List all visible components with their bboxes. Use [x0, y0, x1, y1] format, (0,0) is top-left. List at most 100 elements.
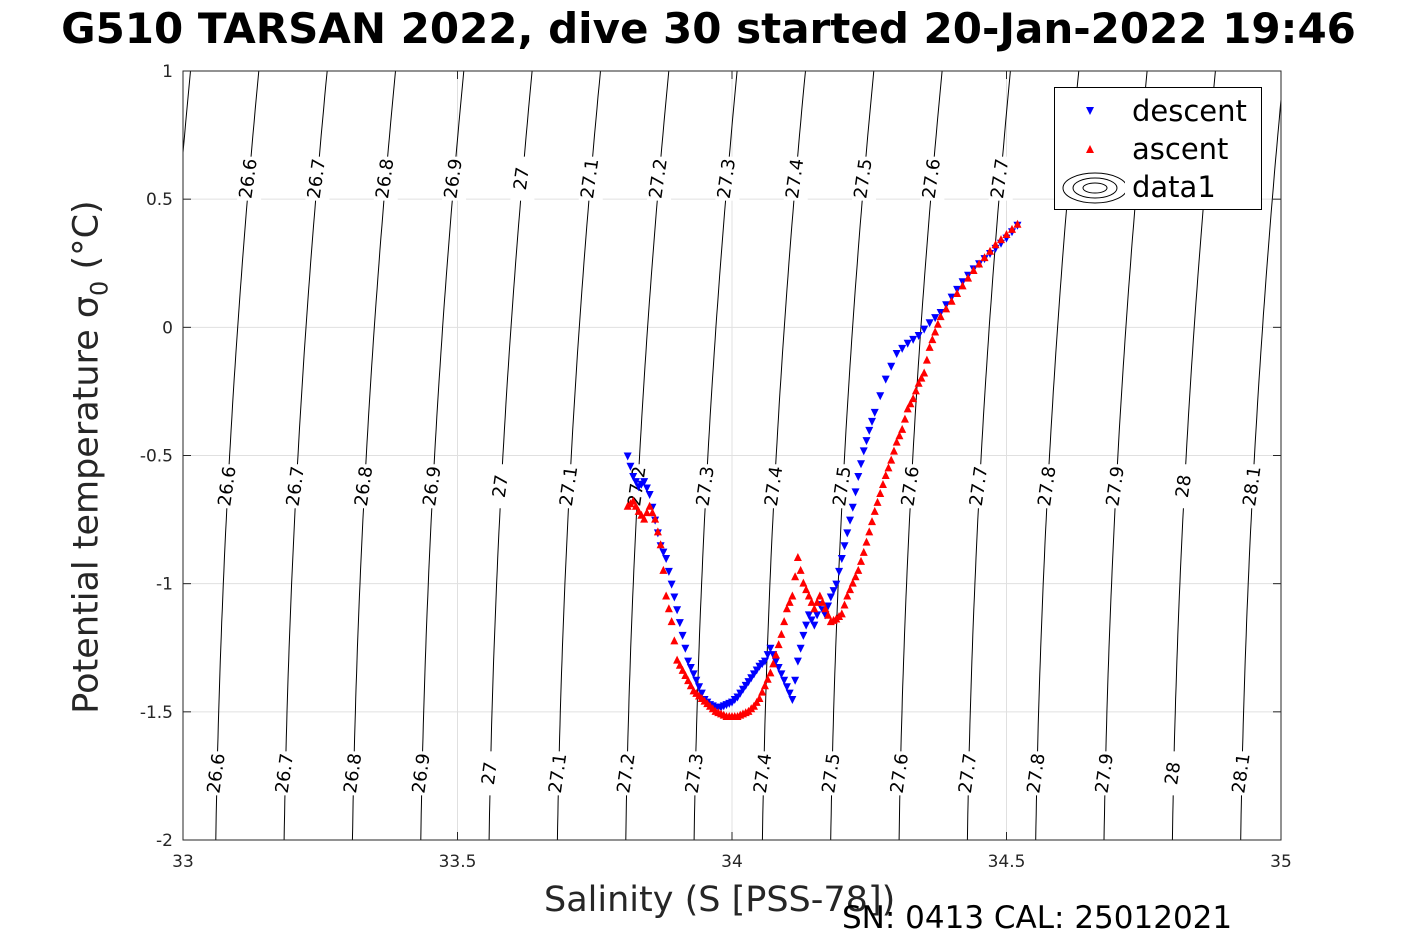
- ascent-marker: [914, 378, 923, 387]
- x-tick-label: 34.5: [988, 852, 1026, 872]
- ascent-marker: [1013, 219, 1022, 228]
- y-tick-label: -0.5: [140, 447, 173, 467]
- contour-label-bg: [820, 751, 845, 796]
- ascent-marker-interp: [857, 556, 866, 565]
- ascent-marker-interp: [802, 585, 811, 594]
- descent-marker: [766, 644, 775, 653]
- contour-label-bg: [1161, 751, 1186, 796]
- contour-label-bg: [305, 156, 330, 201]
- ascent-marker: [799, 578, 808, 587]
- ascent-marker: [887, 455, 896, 464]
- ascent-marker: [898, 424, 907, 433]
- ascent-marker: [909, 394, 918, 403]
- ascent-marker: [903, 404, 912, 413]
- contour-label-bg: [647, 156, 672, 201]
- ascent-marker: [651, 514, 660, 523]
- descent-marker-interp: [642, 484, 651, 493]
- ascent-marker-interp: [873, 497, 882, 506]
- contour-label-bg: [694, 464, 719, 509]
- descent-marker-interp: [670, 593, 679, 602]
- descent-marker: [925, 319, 934, 328]
- ascent-marker-interp: [758, 687, 767, 696]
- ascent-marker-interp: [659, 565, 668, 574]
- ascent-marker-interp: [769, 659, 778, 668]
- ascent-marker: [931, 327, 940, 336]
- x-tick-label: 35: [1270, 852, 1292, 872]
- ascent-marker: [766, 668, 775, 677]
- ascent-marker: [793, 553, 802, 562]
- contour-label: 27: [478, 761, 502, 787]
- descent-marker-interp: [697, 689, 706, 698]
- legend-ascent-marker: [1086, 145, 1094, 153]
- descent-marker: [645, 490, 654, 499]
- y-tick-label: 0.5: [146, 190, 173, 210]
- ascent-marker-interp: [851, 572, 860, 581]
- contour-label-bg: [852, 156, 877, 201]
- ascent-marker: [634, 506, 643, 515]
- descent-marker: [793, 657, 802, 666]
- legend-entry-ascent: ascent: [1055, 130, 1261, 168]
- contour-legend-icon: [1062, 172, 1125, 204]
- ascent-marker: [865, 527, 874, 536]
- ascent-marker: [859, 547, 868, 556]
- descent-marker: [826, 593, 835, 602]
- descent-marker-interp: [857, 460, 866, 469]
- descent-marker: [684, 657, 693, 666]
- contour-label: 27: [489, 473, 513, 499]
- contour-label-bg: [751, 751, 776, 796]
- descent-marker: [914, 332, 923, 341]
- descent-marker: [881, 375, 890, 384]
- descent-marker: [859, 447, 868, 456]
- ascent-marker: [936, 312, 945, 321]
- ascent-marker: [788, 591, 797, 600]
- descent-marker-interp: [813, 611, 822, 620]
- descent-marker-interp: [802, 621, 811, 630]
- descent-marker-interp: [659, 548, 668, 557]
- ascent-series: [623, 219, 1022, 720]
- ascent-marker-interp: [922, 355, 931, 364]
- descent-marker-interp: [774, 663, 783, 672]
- contour-label-bg: [478, 751, 503, 796]
- ascent-marker: [876, 488, 885, 497]
- ascent-marker: [645, 501, 654, 510]
- legend-label-descent: descent: [1132, 94, 1247, 128]
- contour-label-bg: [578, 156, 603, 201]
- y-tick-label: -1.5: [140, 703, 173, 723]
- descent-marker-interp: [664, 567, 673, 576]
- ascent-marker: [689, 686, 698, 695]
- ascent-marker-interp: [791, 572, 800, 581]
- contour-label-bg: [489, 464, 514, 509]
- ascent-marker: [892, 437, 901, 446]
- contour-label-bg: [341, 751, 366, 796]
- descent-marker: [777, 670, 786, 679]
- axis-ticks: 33 33.5 34 34.5 35 1 0.5 0 -0.5 -1 -1.5 -2: [140, 62, 1292, 872]
- ascent-marker: [920, 368, 929, 377]
- contour-label-bg: [215, 464, 240, 509]
- contour-label-bg: [762, 464, 787, 509]
- descent-marker: [678, 631, 687, 640]
- descent-marker-interp: [791, 676, 800, 685]
- descent-marker-interp: [829, 587, 838, 596]
- contour-label-bg: [899, 464, 924, 509]
- descent-marker-interp: [675, 619, 684, 628]
- descent-marker: [843, 529, 852, 538]
- ascent-marker: [815, 591, 824, 600]
- contour-label-bg: [967, 464, 992, 509]
- contour-label: 28: [1172, 473, 1196, 499]
- descent-marker: [903, 339, 912, 348]
- ascent-marker-interp: [1007, 224, 1016, 233]
- descent-marker-interp: [898, 344, 907, 353]
- descent-marker-interp: [931, 314, 940, 323]
- contour-label-bg: [783, 156, 808, 201]
- ascent-marker-interp: [917, 373, 926, 382]
- contour-label-bg: [830, 464, 855, 509]
- ascent-marker-interp: [780, 617, 789, 626]
- descent-marker-interp: [824, 602, 833, 611]
- descent-marker-interp: [796, 644, 805, 653]
- ascent-marker: [947, 296, 956, 305]
- descent-marker-interp: [835, 567, 844, 576]
- descent-marker-interp: [686, 663, 695, 672]
- descent-marker: [832, 580, 841, 589]
- contour-label-bg: [546, 751, 571, 796]
